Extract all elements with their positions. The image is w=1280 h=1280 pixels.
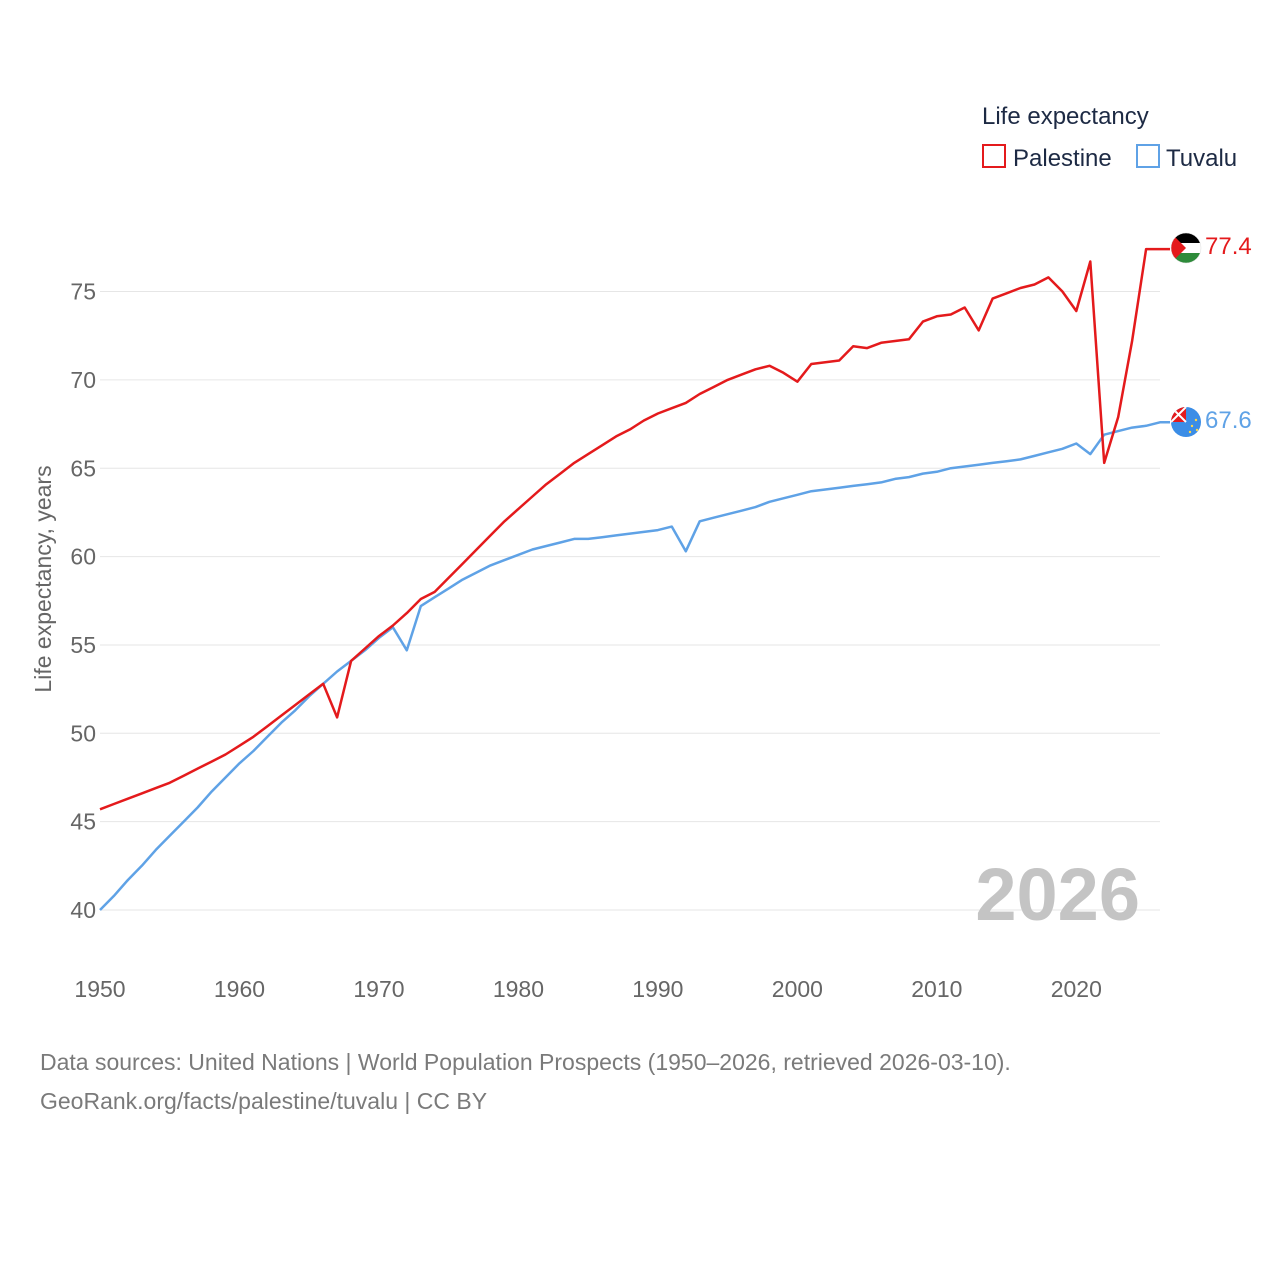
y-tick-label: 45 (70, 809, 96, 835)
x-tick-label: 1990 (632, 976, 683, 1002)
y-tick-label: 55 (70, 632, 96, 658)
x-tick-label: 1960 (214, 976, 265, 1002)
x-tick-label: 1950 (74, 976, 125, 1002)
source-note: Data sources: United Nations | World Pop… (40, 1043, 1240, 1121)
y-axis-title: Life expectancy, years (30, 465, 56, 692)
legend-title: Life expectancy (982, 103, 1149, 130)
y-tick-label: 70 (70, 367, 96, 393)
palestine-flag-icon (1170, 232, 1202, 264)
end-value-label-tuvalu: 67.6 (1205, 407, 1252, 434)
y-tick-label: 40 (70, 897, 96, 923)
x-tick-label: 1970 (353, 976, 404, 1002)
current-year-watermark: 2026 (975, 853, 1140, 936)
y-gridlines (100, 291, 1160, 911)
y-tick-label: 65 (70, 455, 96, 481)
legend-item-tuvalu[interactable]: Tuvalu (1136, 144, 1237, 172)
x-tick-label: 1980 (493, 976, 544, 1002)
legend: Life expectancy Palestine Tuvalu (982, 103, 1237, 172)
tuvalu-flag-icon (1171, 407, 1201, 437)
x-tick-label: 2010 (911, 976, 962, 1002)
x-tick-label: 2000 (772, 976, 823, 1002)
end-value-label-palestine: 77.4 (1205, 233, 1252, 260)
y-tick-label: 60 (70, 544, 96, 570)
x-tick-labels: 1950 1960 1970 1980 1990 2000 2010 2020 (74, 976, 1101, 1002)
credit-line[interactable]: GeoRank.org/facts/palestine/tuvalu | CC … (40, 1088, 488, 1114)
y-tick-labels: 40 45 50 55 60 65 70 75 (70, 279, 96, 923)
y-tick-label: 50 (70, 720, 96, 746)
legend-swatch-palestine (982, 144, 1006, 168)
series-line-tuvalu[interactable] (99, 421, 1170, 911)
x-tick-label: 2020 (1051, 976, 1102, 1002)
legend-label-tuvalu: Tuvalu (1166, 145, 1237, 172)
legend-item-palestine[interactable]: Palestine (982, 144, 1112, 172)
legend-swatch-tuvalu (1136, 144, 1160, 168)
series-line-palestine[interactable] (99, 247, 1170, 811)
y-tick-label: 75 (70, 279, 96, 305)
legend-label-palestine: Palestine (1013, 145, 1112, 172)
source-line: Data sources: United Nations | World Pop… (40, 1049, 1011, 1075)
